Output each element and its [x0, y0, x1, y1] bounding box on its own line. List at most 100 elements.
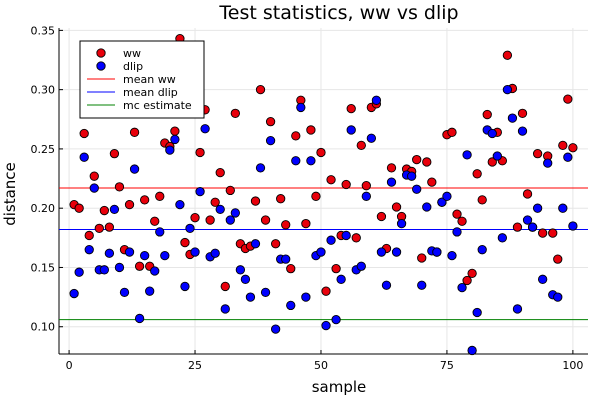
- data-point-dlip: [502, 84, 513, 95]
- data-point-ww: [538, 228, 548, 238]
- data-point-ww: [210, 197, 220, 207]
- data-point-ww: [215, 167, 225, 178]
- data-point-ww: [512, 222, 523, 232]
- data-point-dlip: [281, 254, 291, 264]
- data-point-dlip: [150, 266, 160, 276]
- data-point-ww: [553, 254, 563, 264]
- data-point-dlip: [321, 320, 331, 331]
- data-point-dlip: [391, 247, 402, 257]
- data-point-ww: [99, 205, 109, 216]
- data-point-dlip: [462, 150, 472, 160]
- data-point-ww: [427, 177, 437, 187]
- data-point-ww: [558, 140, 568, 151]
- data-point-dlip: [104, 248, 115, 258]
- data-point-ww: [522, 189, 533, 199]
- data-point-dlip: [99, 265, 109, 275]
- data-point-ww: [104, 222, 115, 232]
- data-point-dlip: [190, 247, 200, 257]
- data-point-dlip: [109, 204, 120, 215]
- data-point-dlip: [457, 282, 467, 293]
- data-points: [69, 34, 578, 356]
- legend-label: mean dlip: [123, 86, 178, 99]
- data-point-dlip: [301, 292, 311, 302]
- data-point-dlip: [386, 177, 397, 187]
- data-point-dlip: [381, 280, 392, 290]
- data-point-ww: [472, 169, 482, 179]
- data-point-dlip: [165, 145, 175, 155]
- data-point-dlip: [195, 186, 205, 197]
- data-point-ww: [180, 237, 190, 248]
- data-point-dlip: [422, 202, 432, 212]
- data-point-dlip: [432, 247, 442, 257]
- x-tick-label: 25: [188, 359, 202, 372]
- data-point-ww: [316, 147, 326, 158]
- chart-title: Test statistics, ww vs dlip: [218, 2, 458, 24]
- data-point-dlip: [447, 250, 457, 261]
- data-point-ww: [170, 126, 180, 136]
- reference-lines: [59, 187, 588, 321]
- data-point-ww: [109, 149, 120, 159]
- data-point-ww: [74, 203, 84, 213]
- data-point-ww: [548, 228, 558, 238]
- data-point-dlip: [245, 292, 256, 302]
- data-point-dlip: [230, 208, 240, 218]
- legend-label: dlip: [123, 60, 143, 73]
- data-point-dlip: [341, 230, 351, 241]
- data-point-ww: [482, 109, 492, 120]
- x-tick-label: 0: [66, 359, 73, 372]
- data-point-ww: [311, 191, 321, 201]
- x-axis-label: sample: [312, 378, 367, 396]
- data-point-ww: [230, 108, 240, 119]
- data-point-ww: [114, 182, 125, 192]
- data-point-dlip: [215, 204, 225, 215]
- data-point-dlip: [134, 313, 145, 324]
- data-point-ww: [291, 131, 301, 141]
- data-point-dlip: [331, 314, 341, 325]
- data-point-dlip: [492, 151, 502, 161]
- data-point-ww: [356, 140, 366, 151]
- data-point-ww: [422, 157, 432, 167]
- legend-label: mc estimate: [123, 99, 192, 112]
- legend-label: ww: [123, 47, 141, 60]
- data-point-dlip: [558, 203, 568, 213]
- y-tick-label: 0.10: [31, 321, 56, 334]
- y-tick-label: 0.30: [31, 84, 56, 97]
- data-point-dlip: [291, 156, 301, 166]
- data-point-ww: [220, 281, 230, 292]
- data-point-ww: [124, 199, 135, 210]
- data-point-dlip: [507, 113, 518, 123]
- data-point-dlip: [296, 102, 306, 113]
- data-point-dlip: [160, 250, 170, 261]
- data-point-ww: [346, 103, 356, 114]
- data-point-dlip: [316, 247, 326, 257]
- data-point-dlip: [145, 286, 155, 296]
- data-point-dlip: [84, 245, 94, 255]
- data-point-dlip: [512, 304, 523, 314]
- data-point-ww: [276, 194, 286, 204]
- y-tick-label: 0.35: [31, 24, 56, 37]
- data-point-dlip: [124, 247, 135, 257]
- data-point-dlip: [240, 274, 251, 284]
- data-point-dlip: [170, 134, 180, 145]
- data-point-dlip: [532, 203, 543, 213]
- data-point-dlip: [497, 233, 507, 243]
- data-point-ww: [517, 108, 528, 119]
- data-point-ww: [225, 185, 235, 196]
- data-point-dlip: [563, 152, 573, 162]
- data-point-dlip: [114, 262, 125, 273]
- data-point-dlip: [437, 197, 447, 207]
- data-point-ww: [457, 216, 467, 226]
- grid-lines: [59, 28, 588, 354]
- data-point-dlip: [336, 274, 346, 284]
- data-point-dlip: [235, 265, 246, 275]
- data-point-dlip: [568, 221, 578, 231]
- data-point-dlip: [306, 156, 316, 166]
- data-point-dlip: [371, 95, 382, 105]
- data-point-dlip: [472, 307, 482, 318]
- data-point-dlip: [225, 215, 235, 225]
- data-point-dlip: [250, 239, 261, 249]
- data-point-ww: [190, 213, 200, 223]
- data-point-ww: [477, 195, 487, 205]
